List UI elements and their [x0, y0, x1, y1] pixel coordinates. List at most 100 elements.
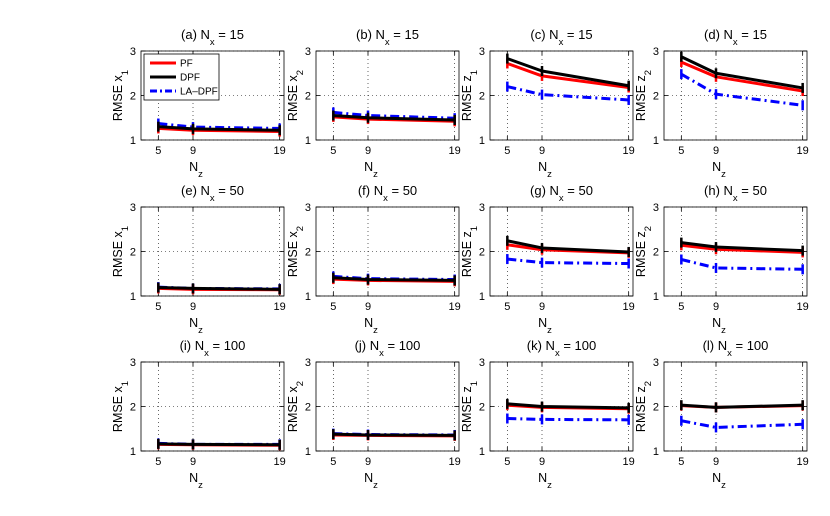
x-axis-label: Nz — [189, 471, 203, 491]
x-tick-label: 9 — [190, 456, 196, 468]
x-axis-label: Nz — [538, 471, 552, 491]
panel-title: (a) Nx = 15 — [181, 27, 244, 48]
x-tick-label: 9 — [713, 301, 719, 313]
panel-title: (b) Nx = 15 — [356, 27, 419, 48]
y-axis-label: RMSE z2 — [634, 381, 654, 432]
x-tick-label: 19 — [274, 301, 286, 313]
x-axis-label: Nz — [364, 471, 378, 491]
x-tick-label: 5 — [678, 301, 684, 313]
x-tick-label: 5 — [504, 456, 510, 468]
x-axis-label: Nz — [538, 316, 552, 336]
panel-e: 1 2 3 5 9 19 Nz RMSE x1 (e) Nx = 50 — [111, 183, 286, 336]
y-tick-label: 2 — [653, 247, 659, 259]
y-tick-label: 1 — [479, 291, 485, 303]
y-tick-label: 3 — [305, 202, 311, 214]
y-axis-label: RMSE x2 — [286, 381, 306, 432]
y-tick-label: 2 — [130, 91, 136, 103]
y-tick-label: 2 — [305, 91, 311, 103]
panel-title: (k) Nx = 100 — [527, 338, 596, 359]
axes-box — [140, 361, 285, 452]
panel-title: (i) Nx = 100 — [180, 338, 246, 359]
y-tick-label: 2 — [305, 247, 311, 259]
x-tick-label: 9 — [365, 301, 371, 313]
y-tick-label: 1 — [479, 446, 485, 458]
y-tick-label: 1 — [305, 446, 311, 458]
x-tick-label: 19 — [274, 456, 286, 468]
x-axis-label: Nz — [712, 471, 726, 491]
panel-l: 1 2 3 5 9 19 Nz RMSE z2 (l) Nx = 100 — [634, 338, 809, 491]
x-tick-label: 19 — [623, 145, 635, 157]
y-axis-label: RMSE z2 — [634, 70, 654, 121]
axes-box — [315, 206, 460, 297]
y-tick-label: 3 — [653, 357, 659, 369]
panel-g: 1 2 3 5 9 19 Nz RMSE z1 (g) Nx = 50 — [460, 183, 635, 336]
x-tick-label: 5 — [155, 145, 161, 157]
panel-title: (e) Nx = 50 — [181, 183, 244, 204]
y-tick-label: 1 — [653, 446, 659, 458]
y-tick-label: 3 — [130, 357, 136, 369]
y-tick-label: 3 — [653, 202, 659, 214]
y-tick-label: 2 — [479, 91, 485, 103]
panel-title: (j) Nx = 100 — [355, 338, 421, 359]
y-tick-label: 1 — [130, 446, 136, 458]
y-tick-label: 3 — [479, 357, 485, 369]
x-tick-label: 19 — [623, 301, 635, 313]
x-tick-label: 5 — [504, 301, 510, 313]
y-tick-label: 1 — [653, 291, 659, 303]
y-tick-label: 3 — [305, 46, 311, 58]
x-tick-label: 5 — [678, 145, 684, 157]
y-tick-label: 3 — [130, 202, 136, 214]
axes-box — [315, 50, 460, 141]
y-axis-label: RMSE x1 — [111, 226, 131, 277]
series-line-ladpf — [681, 419, 803, 429]
panel-h: 1 2 3 5 9 19 Nz RMSE z2 (h) Nx = 50 — [634, 183, 809, 336]
y-tick-label: 3 — [479, 46, 485, 58]
panel-a: 1 2 3 5 9 19 Nz RMSE x1 (a) Nx = 15 PF DPF LA–DPF — [111, 27, 286, 180]
y-tick-label: 2 — [479, 402, 485, 414]
y-tick-label: 2 — [479, 247, 485, 259]
y-tick-label: 1 — [479, 135, 485, 147]
panel-b: 1 2 3 5 9 19 Nz RMSE x2 (b) Nx = 15 — [286, 27, 461, 180]
y-axis-label: RMSE x1 — [111, 381, 131, 432]
x-axis-label: Nz — [712, 316, 726, 336]
y-axis-label: RMSE z1 — [460, 226, 480, 277]
series-line-dpf — [506, 57, 629, 88]
y-tick-label: 1 — [653, 135, 659, 147]
series-line-ladpf — [507, 257, 629, 266]
y-axis-label: RMSE x1 — [111, 70, 131, 121]
x-tick-label: 9 — [365, 145, 371, 157]
panel-title: (g) Nx = 50 — [530, 183, 593, 204]
panel-c: 1 2 3 5 9 19 Nz RMSE z1 (c) Nx = 15 — [460, 27, 635, 180]
panel-d: 1 2 3 5 9 19 Nz RMSE z2 (d) Nx = 15 — [634, 27, 809, 180]
x-tick-label: 5 — [330, 456, 336, 468]
x-tick-label: 5 — [155, 456, 161, 468]
x-tick-label: 19 — [449, 456, 461, 468]
legend-entry: DPF — [180, 73, 200, 84]
y-tick-label: 1 — [130, 291, 136, 303]
y-axis-label: RMSE x2 — [286, 226, 306, 277]
panel-i: 1 2 3 5 9 19 Nz RMSE x1 (i) Nx = 100 — [111, 338, 286, 491]
x-tick-label: 9 — [539, 456, 545, 468]
y-tick-label: 2 — [130, 402, 136, 414]
axes-box — [315, 361, 460, 452]
series-line-ladpf — [680, 258, 803, 271]
y-axis-label: RMSE z1 — [460, 70, 480, 121]
series-line-dpf — [158, 442, 280, 447]
panel-title: (l) Nx = 100 — [703, 338, 769, 359]
x-tick-label: 9 — [713, 456, 719, 468]
y-tick-label: 3 — [653, 46, 659, 58]
x-tick-label: 19 — [449, 145, 461, 157]
y-tick-label: 3 — [130, 46, 136, 58]
x-axis-label: Nz — [538, 160, 552, 180]
x-tick-label: 9 — [365, 456, 371, 468]
y-axis-label: RMSE z1 — [460, 381, 480, 432]
x-tick-label: 5 — [155, 301, 161, 313]
legend-entry: PF — [180, 59, 193, 70]
y-tick-label: 2 — [653, 91, 659, 103]
x-tick-label: 19 — [449, 301, 461, 313]
legend: PF DPF LA–DPF — [143, 53, 220, 101]
x-tick-label: 5 — [678, 456, 684, 468]
x-tick-label: 5 — [330, 145, 336, 157]
x-tick-label: 19 — [797, 301, 809, 313]
x-axis-label: Nz — [712, 160, 726, 180]
